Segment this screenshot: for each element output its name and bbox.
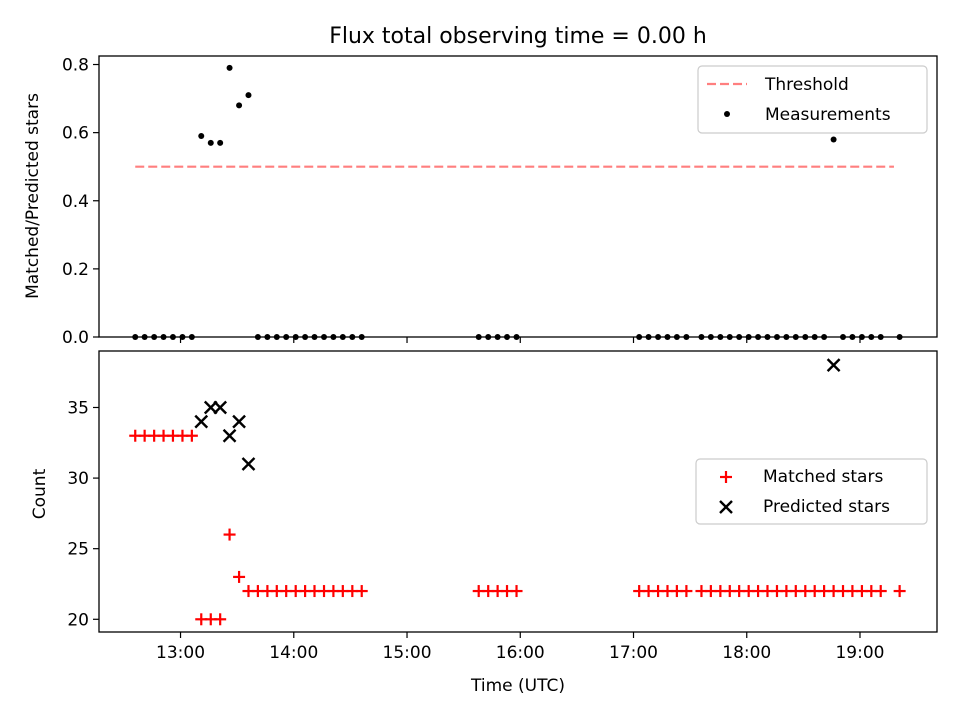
bottom-xtick-label: 18:00 <box>722 643 771 663</box>
legend-matched-label: Matched stars <box>763 467 883 487</box>
top-panel-legend: Threshold Measurements <box>697 65 928 134</box>
predicted-star-point <box>222 428 237 443</box>
legend-measurements-swatch <box>724 111 730 117</box>
bottom-ytick-label: 35 <box>67 398 89 418</box>
legend-measurements-label: Measurements <box>765 105 891 125</box>
measurement-point <box>198 133 205 140</box>
top-panel-marks <box>132 64 903 340</box>
measurement-point <box>207 139 214 146</box>
bottom-xtick-label: 13:00 <box>156 643 205 663</box>
top-legend-box <box>697 65 928 134</box>
top-ytick-label: 0.6 <box>62 124 89 144</box>
matched-star-point <box>874 585 887 598</box>
bottom-panel-x-axis: 13:00 14:00 15:00 16:00 17:00 18:00 19:00 <box>156 632 884 663</box>
bottom-panel-ylabel: Count <box>30 468 50 519</box>
top-ytick-label: 0.2 <box>62 260 89 280</box>
matched-star-point <box>893 585 906 598</box>
predicted-star-point <box>213 400 228 415</box>
bottom-xtick-label: 15:00 <box>383 643 432 663</box>
bottom-ytick-label: 30 <box>67 469 89 489</box>
measurement-point <box>830 136 837 143</box>
matched-star-point <box>185 429 198 442</box>
matched-star-point <box>680 585 693 598</box>
bottom-panel-marks <box>129 358 906 626</box>
predicted-star-point <box>232 414 246 429</box>
bottom-ytick-label: 20 <box>67 610 89 630</box>
matched-star-point <box>233 570 246 583</box>
bottom-ytick-label: 25 <box>67 540 89 560</box>
bottom-panel-xlabel: Time (UTC) <box>470 676 565 696</box>
measurement-point <box>217 139 224 146</box>
bottom-legend-box <box>695 458 928 525</box>
figure-title: Flux total observing time = 0.00 h <box>329 24 707 49</box>
bottom-panel-legend: Matched stars Predicted stars <box>695 458 928 525</box>
bottom-xtick-label: 16:00 <box>496 643 545 663</box>
top-ytick-label: 0.0 <box>62 328 89 348</box>
legend-matched-swatch <box>720 471 732 483</box>
measurement-point <box>226 64 233 71</box>
matched-star-point <box>223 528 236 541</box>
bottom-panel-y-axis: 20 25 30 35 <box>67 398 99 630</box>
top-panel-ylabel: Matched/Predicted stars <box>23 93 43 299</box>
matched-star-point <box>510 585 523 598</box>
legend-threshold-label: Threshold <box>764 75 849 95</box>
predicted-star-point <box>826 358 841 372</box>
legend-predicted-swatch <box>719 500 733 514</box>
top-panel-frame <box>98 55 938 338</box>
predicted-star-point <box>194 414 209 429</box>
top-panel-y-axis: 0.0 0.2 0.4 0.6 0.8 <box>62 56 99 348</box>
matched-star-point <box>355 585 368 598</box>
measurement-point <box>236 102 243 109</box>
top-ytick-label: 0.8 <box>62 56 89 76</box>
bottom-xtick-label: 19:00 <box>835 643 884 663</box>
top-panel-x-ticks <box>179 337 861 343</box>
bottom-panel-frame <box>98 350 938 633</box>
top-ytick-label: 0.4 <box>62 192 89 212</box>
top-panel-ratio: 0.00.20.40.60.8 Matched/Predicted stars … <box>23 55 938 348</box>
bottom-xtick-label: 14:00 <box>269 643 318 663</box>
legend-predicted-label: Predicted stars <box>763 497 890 517</box>
predicted-star-point <box>241 457 256 471</box>
measurement-point <box>245 92 252 99</box>
bottom-xtick-label: 17:00 <box>609 643 658 663</box>
matched-star-point <box>214 613 227 626</box>
